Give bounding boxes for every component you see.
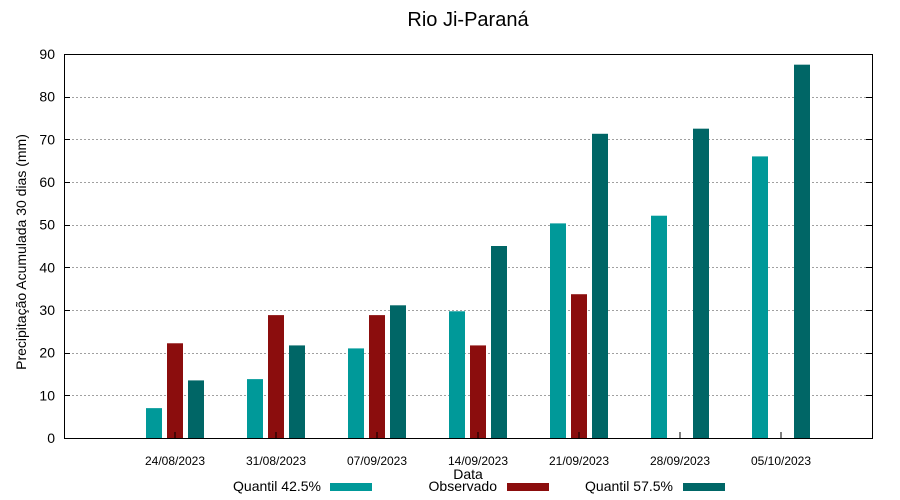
y-tick-label: 30 bbox=[39, 302, 55, 318]
legend-swatch bbox=[683, 483, 725, 491]
legend: Quantil 42.5% Observado Quantil 57.5% bbox=[233, 478, 725, 494]
bar-quantil-42-5-0 bbox=[146, 408, 162, 438]
y-tick-label: 70 bbox=[39, 131, 55, 147]
chart-title: Rio Ji-Paraná bbox=[407, 9, 529, 31]
bar-observado-3 bbox=[470, 345, 486, 438]
bar-observado-4 bbox=[571, 294, 587, 438]
legend-label: Quantil 42.5% bbox=[233, 478, 321, 494]
bar-quantil-42-5-4 bbox=[550, 223, 566, 438]
x-tick-label: 21/09/2023 bbox=[549, 454, 609, 468]
y-tick-label: 90 bbox=[39, 46, 55, 62]
x-tick-label: 28/09/2023 bbox=[650, 454, 710, 468]
bar-quantil-42-5-6 bbox=[752, 156, 768, 438]
y-tick-label: 20 bbox=[39, 345, 55, 361]
bars bbox=[146, 64, 810, 439]
bar-quantil-42-5-2 bbox=[348, 348, 364, 438]
bar-quantil-57-5-0 bbox=[188, 380, 204, 438]
bar-observado-2 bbox=[369, 315, 385, 438]
bar-quantil-42-5-1 bbox=[247, 379, 263, 438]
y-tick-label: 50 bbox=[39, 217, 55, 233]
y-tick-label: 40 bbox=[39, 259, 55, 275]
y-tick-label: 60 bbox=[39, 174, 55, 190]
x-tick-label: 05/10/2023 bbox=[751, 454, 811, 468]
legend-swatch bbox=[330, 483, 372, 491]
y-tick-label: 10 bbox=[39, 387, 55, 403]
bar-quantil-42-5-3 bbox=[449, 311, 465, 438]
legend-label: Observado bbox=[429, 478, 498, 494]
legend-swatch bbox=[507, 483, 549, 491]
bar-quantil-57-5-4 bbox=[592, 133, 608, 438]
plot-frame bbox=[64, 54, 873, 439]
bar-quantil-57-5-2 bbox=[390, 305, 406, 438]
y-tick-label: 80 bbox=[39, 89, 55, 105]
bar-quantil-42-5-5 bbox=[651, 215, 667, 438]
y-axis-label: Precipitação Acumulada 30 dias (mm) bbox=[13, 134, 29, 370]
x-tick-label: 14/09/2023 bbox=[448, 454, 508, 468]
y-axis-ticks: 0 10 20 30 40 50 60 70 80 90 bbox=[39, 46, 872, 446]
x-axis-ticks: 24/08/2023 31/08/2023 07/09/2023 14/09/2023… bbox=[145, 432, 811, 468]
x-tick-label: 07/09/2023 bbox=[347, 454, 407, 468]
bar-quantil-57-5-6 bbox=[794, 64, 810, 439]
bar-observado-1 bbox=[268, 315, 284, 438]
x-tick-label: 24/08/2023 bbox=[145, 454, 205, 468]
legend-label: Quantil 57.5% bbox=[585, 478, 673, 494]
bar-quantil-57-5-1 bbox=[289, 345, 305, 438]
x-tick-label: 31/08/2023 bbox=[246, 454, 306, 468]
x-axis-label: Data bbox=[453, 466, 483, 482]
bar-quantil-57-5-5 bbox=[693, 128, 709, 438]
y-tick-label: 0 bbox=[47, 430, 55, 446]
grid-lines bbox=[64, 97, 872, 396]
bar-observado-0 bbox=[167, 343, 183, 438]
bar-quantil-57-5-3 bbox=[491, 246, 507, 438]
